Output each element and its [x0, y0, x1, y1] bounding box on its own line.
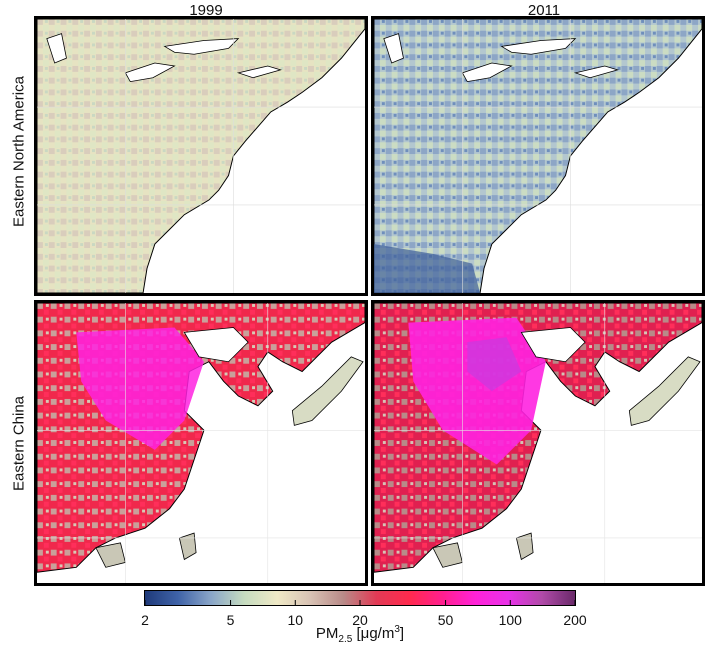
colorbar-tick-label: 2: [141, 612, 149, 628]
colorbar-tick-label: 20: [352, 612, 368, 628]
colorbar: [144, 590, 576, 606]
map-panel-china-2011: [371, 300, 705, 586]
column-title-1999: 1999: [189, 2, 223, 19]
column-title-2011: 2011: [527, 2, 561, 19]
row-title-china: Eastern China: [10, 395, 28, 492]
map-panel-china-1999: [34, 300, 368, 586]
map-panel-north-america-2011: [371, 16, 705, 296]
colorbar-tick-label: 10: [287, 612, 304, 628]
map-north-america-2011: [374, 19, 702, 293]
colorbar-tick-label: 200: [563, 612, 587, 628]
map-panel-north-america-1999: [34, 16, 368, 296]
map-north-america-1999: [37, 19, 365, 293]
colorbar-gradient: [144, 591, 576, 605]
map-china-2011: [374, 303, 702, 583]
map-china-1999: [37, 303, 365, 583]
colorbar-tick-label: 5: [226, 612, 235, 628]
colorbar-label: PM2.5 [μg/m3]: [315, 624, 405, 645]
row-title-north-america: Eastern North America: [10, 76, 28, 227]
colorbar-tick-label: 50: [437, 612, 454, 628]
colorbar-tick-label: 100: [498, 612, 522, 628]
